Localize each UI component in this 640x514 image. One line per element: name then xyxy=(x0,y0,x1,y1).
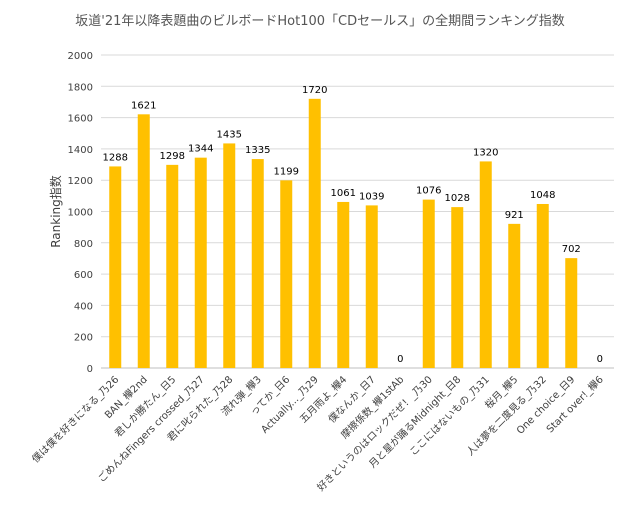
bar xyxy=(565,258,578,368)
y-tick-label: 0 xyxy=(87,364,93,375)
bar xyxy=(194,157,207,368)
bar xyxy=(223,143,236,368)
data-label: 1335 xyxy=(245,145,270,156)
data-label: 1288 xyxy=(103,152,128,163)
data-label: 1048 xyxy=(530,190,555,201)
data-label: 1720 xyxy=(302,85,327,96)
bar xyxy=(280,180,293,368)
y-tick-label: 800 xyxy=(74,239,93,250)
data-label: 921 xyxy=(505,210,524,221)
bar xyxy=(451,207,464,368)
bar xyxy=(422,199,435,368)
y-tick-label: 200 xyxy=(74,333,93,344)
bar xyxy=(109,166,122,368)
data-label: 0 xyxy=(397,354,403,365)
data-label: 702 xyxy=(562,244,581,255)
y-tick-label: 1000 xyxy=(68,208,93,219)
data-label: 1435 xyxy=(217,129,242,140)
data-label: 1028 xyxy=(445,193,470,204)
y-tick-label: 600 xyxy=(74,270,93,281)
bar xyxy=(308,98,321,368)
bar xyxy=(479,161,492,368)
bar xyxy=(137,114,150,368)
y-tick-label: 1200 xyxy=(68,176,93,187)
data-label: 0 xyxy=(597,354,603,365)
bar xyxy=(536,203,549,368)
data-label: 1076 xyxy=(416,186,441,197)
y-tick-label: 1600 xyxy=(68,114,93,125)
bar xyxy=(337,201,350,368)
y-tick-label: 2000 xyxy=(68,51,93,62)
data-label: 1199 xyxy=(274,166,299,177)
bar xyxy=(508,223,521,368)
y-tick-label: 1800 xyxy=(68,82,93,93)
data-label: 1621 xyxy=(131,100,156,111)
data-label: 1320 xyxy=(473,147,498,158)
y-axis-title: Ranking指数 xyxy=(48,175,63,248)
bar xyxy=(166,164,179,368)
data-label: 1344 xyxy=(188,144,213,155)
y-tick-label: 1400 xyxy=(68,145,93,156)
y-tick-label: 400 xyxy=(74,301,93,312)
data-label: 1061 xyxy=(331,188,356,199)
bar xyxy=(251,159,264,368)
bar xyxy=(365,205,378,368)
data-label: 1039 xyxy=(359,191,384,202)
chart-title: 坂道'21年以降表題曲のビルボードHot100「CDセールス」の全期間ランキング… xyxy=(75,14,565,29)
data-label: 1298 xyxy=(160,151,185,162)
